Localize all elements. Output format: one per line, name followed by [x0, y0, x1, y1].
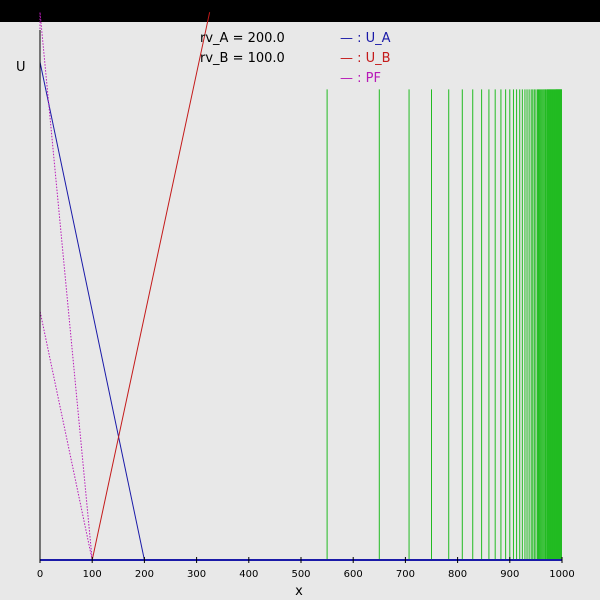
x-tick-label-500: 500: [291, 569, 310, 580]
x-tick-label-200: 200: [135, 569, 154, 580]
text-layer: U x rv_A = 200.0 rv_B = 100.0 — : U_A — …: [16, 31, 391, 599]
x-tick-label-700: 700: [396, 569, 415, 580]
legend-u-a: — : U_A: [340, 31, 391, 46]
x-tick-label-800: 800: [448, 569, 467, 580]
param-rv-b: rv_B = 100.0: [200, 51, 285, 66]
series-layer: [39, 12, 562, 561]
param-rv-a: rv_A = 200.0: [200, 31, 285, 46]
x-tick-label-1000: 1000: [549, 569, 574, 580]
x-tick-label-400: 400: [239, 569, 258, 580]
vertical-lines-layer: [326, 89, 562, 560]
legend-u-b: — : U_B: [340, 51, 391, 66]
legend-pf: — : PF: [340, 71, 381, 86]
x-tick-label-0: 0: [37, 569, 43, 580]
axes-layer: 0 100 200 300 400 500 600 700 800 900 1000: [37, 30, 575, 580]
series-line-u-a: [39, 61, 562, 561]
x-tick-label-900: 900: [500, 569, 519, 580]
x-axis-label: x: [295, 584, 303, 599]
series-line-pf: [39, 12, 93, 561]
series-line-u-b: [40, 12, 211, 561]
x-tick-label-300: 300: [187, 569, 206, 580]
y-axis-label: U: [16, 60, 26, 75]
x-tick-label-100: 100: [83, 569, 102, 580]
window-title-bar: [0, 0, 600, 22]
x-tick-label-600: 600: [344, 569, 363, 580]
